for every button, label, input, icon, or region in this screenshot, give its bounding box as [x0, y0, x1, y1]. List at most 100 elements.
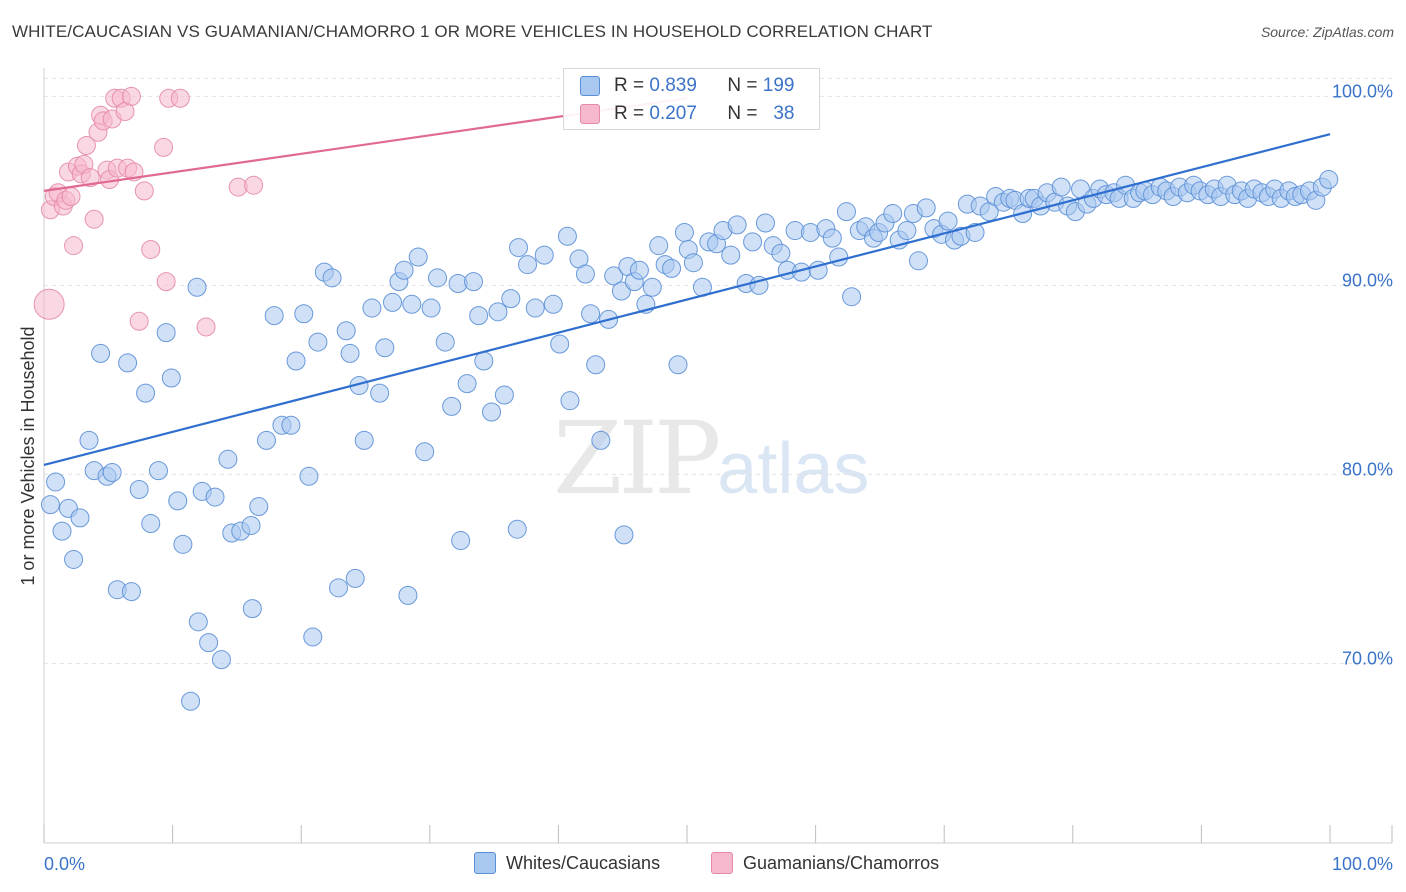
white-point [822, 228, 842, 248]
white-point [340, 343, 360, 363]
legend: Whites/Caucasians Guamanians/Chamorros [0, 848, 1406, 880]
y-tick-label: 100.0% [1332, 81, 1393, 101]
white-point [148, 461, 168, 481]
x-tick-label-min: 0.0% [44, 854, 85, 874]
white-point [211, 650, 231, 670]
white-point [79, 430, 99, 450]
white-point [46, 472, 66, 492]
white-point [604, 266, 624, 286]
y-tick-label: 80.0% [1342, 459, 1393, 479]
white-point [883, 204, 903, 224]
white-point [249, 497, 269, 517]
stats-box: R = 0.839 N = 199 R = 0.207 N = 38 [563, 68, 820, 130]
white-point [938, 211, 958, 231]
white-point [218, 449, 238, 469]
guamanian-point [170, 88, 190, 108]
white-point [91, 343, 111, 363]
white-point [442, 396, 462, 416]
white-point [308, 332, 328, 352]
legend-item-whites[interactable]: Whites/Caucasians [474, 852, 660, 874]
white-point [842, 287, 862, 307]
y-tick-label: 90.0% [1342, 270, 1393, 290]
white-point [469, 306, 489, 326]
stats-swatch-whites [580, 76, 600, 96]
white-point [575, 264, 595, 284]
guamanian-point [141, 239, 161, 259]
white-point [435, 332, 455, 352]
white-point [181, 691, 201, 711]
white-point [550, 334, 570, 354]
guamanian-point [84, 209, 104, 229]
guamanian-point [156, 272, 176, 292]
white-point [916, 198, 936, 218]
stats-n-value-guamanians: 38 [773, 103, 795, 124]
white-point [408, 247, 428, 267]
stats-swatch-guamanians [580, 104, 600, 124]
white-point [129, 480, 149, 500]
legend-label-guamanians: Guamanians/Chamorros [743, 852, 940, 873]
white-point [591, 430, 611, 450]
white-point [668, 355, 688, 375]
white-point [336, 321, 356, 341]
x-tick-label-max: 100.0% [1332, 854, 1393, 874]
guamanian-point [64, 236, 84, 256]
guamanian-point [134, 181, 154, 201]
white-point [649, 236, 669, 256]
white-point [482, 402, 502, 422]
legend-label-whites: Whites/Caucasians [506, 852, 661, 873]
white-point [187, 277, 207, 297]
white-point [303, 627, 323, 647]
stats-r-value-guamanians: 0.207 [649, 103, 697, 124]
white-point [525, 298, 545, 318]
white-point [241, 515, 261, 535]
white-point [897, 221, 917, 241]
white-point [474, 351, 494, 371]
white-point [908, 251, 928, 271]
white-point [464, 272, 484, 292]
white-point [294, 304, 314, 324]
white-point [354, 430, 374, 450]
white-point [205, 487, 225, 507]
white-point [256, 430, 276, 450]
white-point [281, 415, 301, 435]
white-point [581, 304, 601, 324]
white-point [161, 368, 181, 388]
white-point [642, 277, 662, 297]
white-point [136, 383, 156, 403]
white-point [362, 298, 382, 318]
white-point [52, 521, 72, 541]
white-point [965, 222, 985, 242]
white-point [428, 268, 448, 288]
white-point [457, 374, 477, 394]
white-point [322, 268, 342, 288]
white-point [501, 289, 521, 309]
white-point [168, 491, 188, 511]
white-point [494, 385, 514, 405]
white-point [683, 253, 703, 273]
legend-item-guamanians[interactable]: Guamanians/Chamorros [711, 852, 939, 874]
white-point [398, 585, 418, 605]
white-point [64, 549, 84, 569]
white-point [836, 202, 856, 222]
guamanian-point [196, 317, 216, 337]
trend-line-whites [43, 133, 1331, 467]
white-point [1319, 170, 1339, 190]
white-point [560, 391, 580, 411]
white-point [415, 442, 435, 462]
legend-swatch-whites [474, 852, 496, 874]
white-point [614, 525, 634, 545]
stats-r-label: R = [614, 75, 645, 96]
white-point [375, 338, 395, 358]
white-point [328, 578, 348, 598]
stats-row-whites: R = 0.839 N = 199 [580, 73, 794, 99]
guamanian-point [121, 86, 141, 106]
white-point [662, 258, 682, 278]
white-point [543, 294, 563, 314]
watermark: ZIPatlas [553, 400, 869, 517]
guamanian-point [33, 288, 65, 320]
white-point [40, 495, 60, 515]
white-point [299, 466, 319, 486]
legend-swatch-guamanians [711, 852, 733, 874]
white-point [70, 508, 90, 528]
